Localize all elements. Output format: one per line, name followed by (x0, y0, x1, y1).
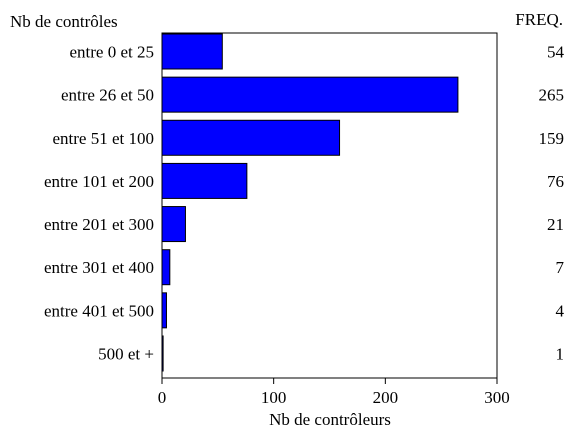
bar (161, 162, 248, 199)
freq-label: 1 (556, 344, 565, 363)
freq-label: 159 (539, 129, 565, 148)
freq-label: 54 (547, 43, 565, 62)
bar (161, 249, 171, 286)
category-label: entre 201 et 300 (44, 215, 154, 234)
x-tick-label: 0 (158, 388, 167, 407)
freq-header: FREQ. (515, 10, 563, 29)
bars-group (161, 33, 459, 372)
category-label: entre 401 et 500 (44, 301, 154, 320)
plot-frame (161, 32, 498, 379)
category-label: entre 26 et 50 (61, 86, 154, 105)
x-axis-ticks: 0 100 200 300 (158, 378, 510, 407)
category-label: entre 101 et 200 (44, 172, 154, 191)
category-label: entre 51 et 100 (53, 129, 155, 148)
category-labels: entre 0 et 25 entre 26 et 50 entre 51 et 1… (44, 43, 154, 364)
x-tick-label: 300 (484, 388, 510, 407)
category-label: 500 et + (98, 344, 154, 363)
freq-labels: 54 265 159 76 21 7 4 1 (539, 43, 565, 364)
freq-label: 7 (556, 258, 565, 277)
x-axis-title: Nb de contrôleurs (269, 410, 391, 429)
bar (161, 76, 459, 113)
freq-label: 265 (539, 86, 565, 105)
bar (161, 292, 167, 329)
freq-label: 4 (556, 301, 565, 320)
freq-label: 76 (547, 172, 564, 191)
x-tick-label: 100 (261, 388, 287, 407)
category-axis-label: Nb de contrôles (10, 12, 118, 31)
bar (161, 206, 186, 243)
category-label: entre 301 et 400 (44, 258, 154, 277)
x-tick-label: 200 (373, 388, 399, 407)
freq-label: 21 (547, 215, 564, 234)
bar (161, 119, 341, 156)
category-label: entre 0 et 25 (70, 43, 155, 62)
bar (161, 33, 223, 70)
